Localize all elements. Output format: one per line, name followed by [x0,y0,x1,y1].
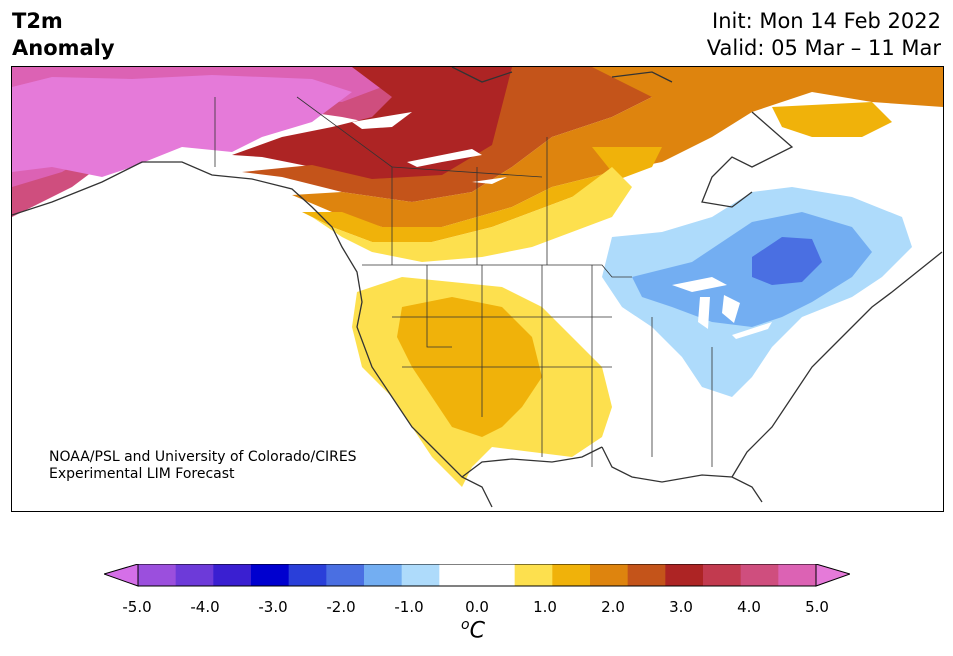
colorbar-tick-label: -2.0 [326,598,356,616]
colorbar-tick-label: 5.0 [805,598,829,616]
colorbar-tick-label: -4.0 [190,598,220,616]
lake-superior [672,277,727,292]
unit-base: C [469,618,485,644]
anomaly-map [11,66,944,512]
anomaly-band-dark-orange [242,67,712,202]
colorbar-cell [288,564,327,586]
colorbar-unit: oC [461,617,485,643]
colorbar-cell [703,564,742,586]
colorbar-outline [137,564,817,587]
colorbar-cell [665,564,704,586]
colorbar-tick-label: 1.0 [533,598,557,616]
colorbar-cell [740,564,779,586]
variable-title-line2: Anomaly [12,36,115,60]
lake-michigan [698,297,710,329]
colorbar-cell [552,564,591,586]
variable-title: T2m Anomaly [12,8,115,62]
colorbar-tick-label: 2.0 [601,598,625,616]
credit-line2: Experimental LIM Forecast [49,466,235,482]
colorbar-tick-label: 4.0 [737,598,761,616]
lake-great-slave [407,149,482,167]
colorbar [104,564,850,587]
colorbar-tick-label: 3.0 [669,598,693,616]
colorbar-cell [364,564,403,586]
anomaly-band-gold [302,147,662,242]
colorbar-tick-label: -3.0 [258,598,288,616]
colorbar-cell [326,564,365,586]
colorbar-cell [514,564,553,586]
colorbar-cell [477,564,516,586]
colorbar-cell [138,564,177,586]
colorbar-cell [251,564,290,586]
lake-huron [722,295,740,323]
anomaly-map-svg [12,67,943,508]
colorbar-tick-label: 0.0 [465,598,489,616]
colorbar-cell [175,564,214,586]
colorbar-tick-label: -1.0 [394,598,424,616]
init-date: Init: Mon 14 Feb 2022 [712,9,941,33]
anomaly-band-magenta-core [12,75,352,177]
colorbar-cell [627,564,666,586]
colorbar-tick-label: -5.0 [122,598,152,616]
variable-title-line1: T2m [12,9,63,33]
credit-line1: NOAA/PSL and University of Colorado/CIRE… [49,449,357,465]
unit-superscript: o [461,617,470,633]
credit-text: NOAA/PSL and University of Colorado/CIRE… [49,449,357,483]
political-borders [214,96,713,467]
anomaly-band-darkblue [752,237,822,285]
lake-great-bear [352,112,412,129]
colorbar-cell [778,564,817,586]
coastlines [12,67,943,508]
anomaly-band-gold-ne [772,102,892,137]
colorbar-left-extend [104,564,139,587]
lake-athabasca [472,177,507,184]
date-title: Init: Mon 14 Feb 2022 Valid: 05 Mar – 11… [707,8,941,62]
colorbar-cell [401,564,440,586]
colorbar-cell [439,564,478,586]
anomaly-band-yellow-canada [302,167,632,262]
colorbar-cell [590,564,629,586]
colorbar-right-extend [815,564,850,587]
valid-range: Valid: 05 Mar – 11 Mar [706,36,941,60]
lake-erie [732,322,772,339]
colorbar-cell [213,564,252,586]
